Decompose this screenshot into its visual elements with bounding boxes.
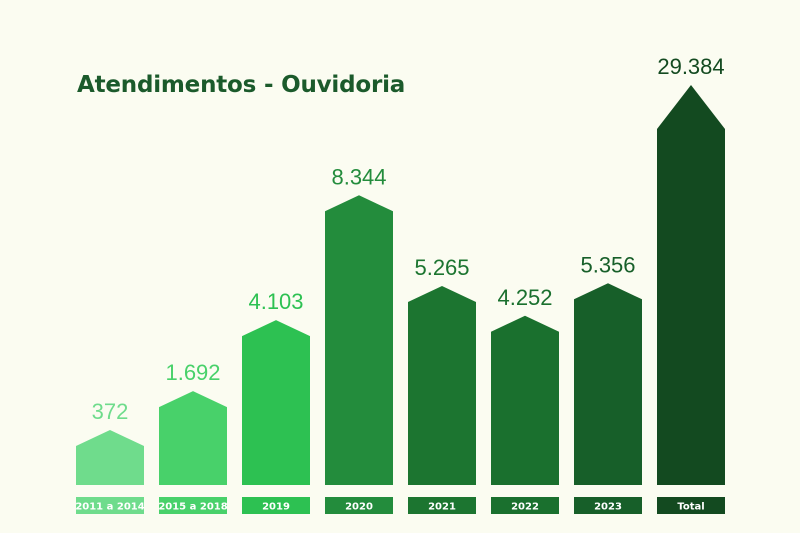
category-label-0: 2011 a 2014	[75, 502, 144, 513]
value-label-4: 5.265	[414, 255, 469, 280]
bar-7	[657, 85, 725, 485]
category-tag-6	[574, 497, 642, 514]
category-label-7: Total	[677, 502, 704, 513]
category-label-3: 2020	[345, 502, 373, 513]
category-label-5: 2022	[511, 502, 539, 513]
value-label-5: 4.252	[497, 285, 552, 310]
category-label-4: 2021	[428, 502, 456, 513]
category-tag-0	[76, 497, 144, 514]
bar-0	[76, 430, 144, 485]
bar-1	[159, 391, 227, 485]
bar-3	[325, 195, 393, 485]
category-label-1: 2015 a 2018	[158, 502, 227, 513]
category-label-6: 2023	[594, 502, 622, 513]
value-labels-group: 372 1.692 4.103 8.344 5.265 4.252 5.356 29.384	[92, 54, 725, 424]
category-tag-1	[159, 497, 227, 514]
value-label-1: 1.692	[165, 360, 220, 385]
bar-5	[491, 315, 559, 485]
category-label-2: 2019	[262, 502, 290, 513]
category-tag-2	[242, 497, 310, 514]
category-tag-3	[325, 497, 393, 514]
category-tag-7	[657, 497, 725, 514]
value-label-3: 8.344	[331, 164, 386, 189]
value-label-6: 5.356	[580, 252, 635, 277]
bar-4	[408, 285, 476, 485]
category-tag-4	[408, 497, 476, 514]
category-tag-5	[491, 497, 559, 514]
bar-2	[242, 320, 310, 485]
chart-title: Atendimentos - Ouvidoria	[77, 72, 406, 98]
value-label-2: 4.103	[248, 289, 303, 314]
bar-6	[574, 283, 642, 485]
value-label-0: 372	[92, 399, 129, 424]
bars-group	[76, 85, 725, 485]
value-label-7: 29.384	[657, 54, 724, 79]
category-labels-group: 2011 a 2014 2015 a 2018 2019 2020 2021 2022 20…	[75, 497, 725, 514]
